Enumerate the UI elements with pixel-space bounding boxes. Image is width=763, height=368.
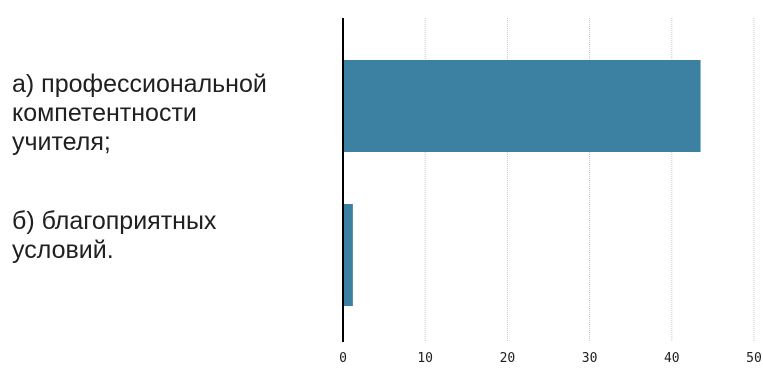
bar-1 xyxy=(343,60,701,152)
category-label-2: б) благоприятных условий. xyxy=(12,207,217,264)
x-tick-label-3: 30 xyxy=(582,351,598,366)
x-tick-label-4: 40 xyxy=(664,351,680,366)
x-tick-label-1: 10 xyxy=(417,351,433,366)
category-label-1: а) профессиональной компетентности учите… xyxy=(12,70,267,156)
bar-2 xyxy=(343,204,353,306)
x-tick-label-0: 0 xyxy=(339,351,347,366)
x-tick-label-2: 20 xyxy=(500,351,516,366)
x-tick-label-5: 50 xyxy=(746,351,762,366)
